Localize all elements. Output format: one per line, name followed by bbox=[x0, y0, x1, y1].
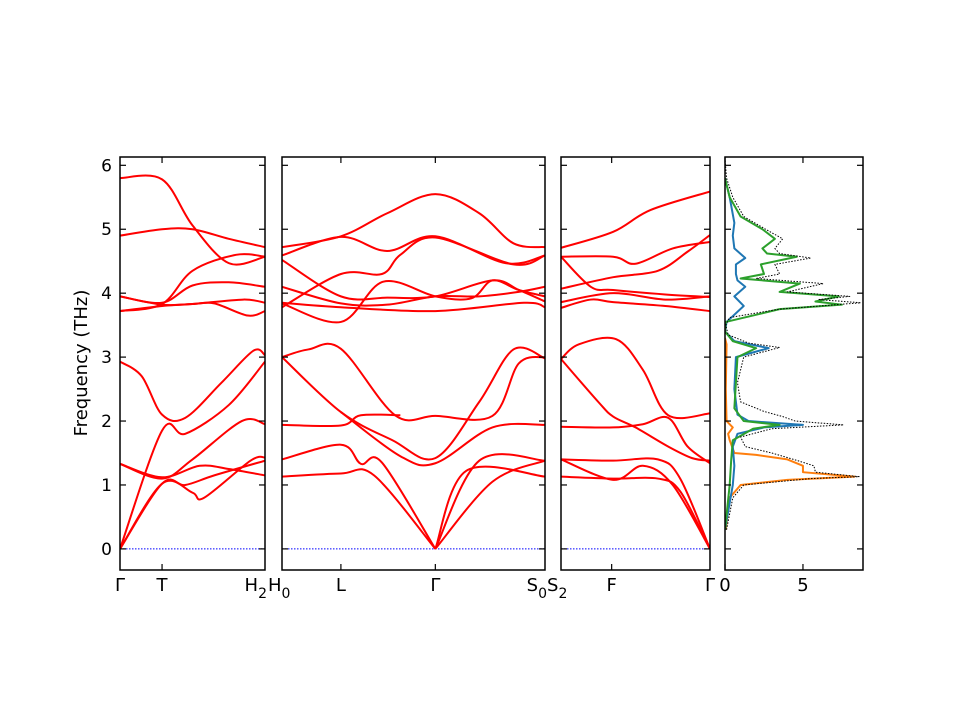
band-line bbox=[282, 342, 545, 422]
band-line bbox=[282, 346, 545, 461]
band-line bbox=[120, 348, 265, 422]
band-line bbox=[561, 475, 710, 550]
band-line bbox=[282, 413, 401, 428]
dos-x-tick-label: 5 bbox=[797, 575, 808, 596]
y-tick-label: 0 bbox=[101, 540, 112, 560]
band-line bbox=[282, 468, 437, 550]
band-line bbox=[282, 235, 545, 265]
x-tick-label-l: L bbox=[336, 575, 346, 596]
x-tick-label-text: L bbox=[336, 575, 346, 596]
band-line bbox=[561, 457, 710, 550]
y-axis-label: Frequency (THz) bbox=[71, 290, 92, 437]
y-tick-label: 6 bbox=[101, 156, 112, 176]
band-line bbox=[282, 259, 545, 303]
band-line bbox=[340, 411, 545, 467]
x-tick-label-subscript: 2 bbox=[258, 586, 267, 602]
band-panel-s2-f-gamma: S2 F Γ bbox=[547, 156, 715, 602]
band-line bbox=[282, 443, 437, 550]
dos-series-total bbox=[725, 158, 862, 530]
band-line bbox=[120, 360, 265, 550]
band-line bbox=[434, 465, 545, 550]
y-tick-label: 3 bbox=[101, 348, 112, 368]
x-tick-label-text: H bbox=[268, 575, 282, 596]
x-tick-label-h2: H2 bbox=[245, 575, 267, 602]
band-line bbox=[120, 174, 265, 266]
y-tick-label: 4 bbox=[101, 284, 112, 304]
x-tick-label-text: S bbox=[547, 575, 558, 596]
panel-frame bbox=[724, 156, 864, 571]
dos-x-tick-label: 0 bbox=[719, 575, 730, 596]
x-tick-label-subscript: 2 bbox=[558, 586, 567, 602]
band-line bbox=[282, 236, 545, 309]
bands bbox=[561, 190, 710, 550]
band-line bbox=[282, 279, 545, 324]
band-line bbox=[561, 241, 710, 265]
bands bbox=[120, 174, 265, 550]
dos-curves bbox=[725, 158, 862, 530]
y-tick-label: 5 bbox=[101, 220, 112, 240]
x-tick-label-h0: H0 bbox=[268, 575, 290, 602]
x-tick-label-gamma: Γ bbox=[430, 575, 440, 596]
dos-series-orange bbox=[725, 337, 856, 530]
x-tick-label-text: T bbox=[156, 575, 169, 596]
x-tick-label-subscript: 0 bbox=[282, 586, 291, 602]
x-tick-label-gamma: Γ bbox=[115, 575, 125, 596]
band-line bbox=[282, 285, 545, 307]
x-tick-label-s2: S2 bbox=[547, 575, 567, 602]
panel-frame bbox=[119, 156, 266, 571]
band-line bbox=[561, 415, 710, 465]
panel-frame bbox=[281, 156, 546, 571]
band-line bbox=[120, 295, 265, 317]
band-line bbox=[434, 453, 545, 550]
x-tick-label-f: F bbox=[606, 575, 616, 596]
band-line bbox=[120, 455, 265, 550]
y-tick-label: 2 bbox=[101, 412, 112, 432]
x-tick-label-text: H bbox=[245, 575, 259, 596]
band-line bbox=[282, 193, 545, 249]
band-line bbox=[561, 358, 710, 462]
x-tick-label-text: F bbox=[606, 575, 616, 596]
x-tick-label-t: T bbox=[156, 575, 169, 596]
panel-frame bbox=[560, 156, 711, 571]
band-line bbox=[282, 301, 545, 313]
band-line bbox=[561, 234, 710, 290]
band-line bbox=[561, 336, 710, 420]
x-tick-label-text: S bbox=[527, 575, 538, 596]
band-line bbox=[561, 256, 710, 299]
band-line bbox=[120, 462, 265, 479]
bands bbox=[282, 193, 545, 550]
band-line bbox=[120, 227, 265, 249]
x-tick-label-text: Γ bbox=[115, 575, 125, 596]
x-tick-label-s0: S0 bbox=[527, 575, 547, 602]
x-tick-label-text: Γ bbox=[430, 575, 440, 596]
y-tick-label: 1 bbox=[101, 476, 112, 496]
band-panel-h0-l-gamma-s0: H0 L Γ S0 bbox=[268, 156, 547, 602]
band-line bbox=[434, 459, 545, 550]
band-line bbox=[561, 458, 710, 550]
band-line bbox=[561, 298, 710, 313]
x-tick-label-gamma: Γ bbox=[705, 575, 715, 596]
dos-series-green bbox=[725, 177, 843, 530]
band-line bbox=[120, 417, 265, 480]
band-line bbox=[561, 190, 710, 249]
band-line bbox=[561, 292, 710, 304]
x-tick-label-subscript: 0 bbox=[538, 586, 547, 602]
x-tick-label-text: Γ bbox=[705, 575, 715, 596]
